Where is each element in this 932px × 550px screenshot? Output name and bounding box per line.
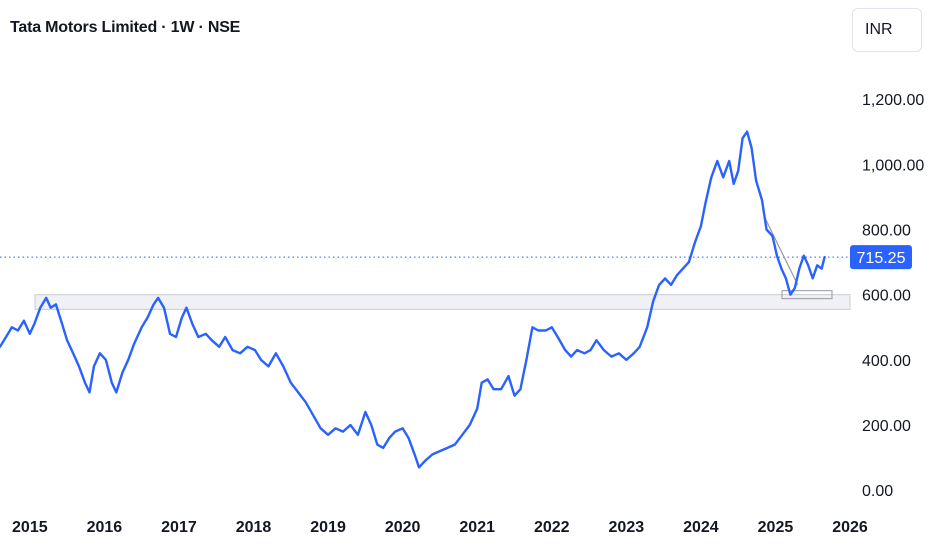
trendline-drawing <box>764 217 799 286</box>
y-tick-label: 800.00 <box>862 222 911 239</box>
x-tick-label: 2015 <box>12 519 48 536</box>
x-tick-label: 2022 <box>534 519 570 536</box>
x-tick-label: 2021 <box>459 519 495 536</box>
support-zone-layer <box>34 290 851 310</box>
y-tick-label: 1,200.00 <box>862 92 924 109</box>
currency-label: INR <box>865 21 893 38</box>
support-zone-marker <box>781 290 833 300</box>
x-tick-label: 2017 <box>161 519 197 536</box>
x-tick-label: 2024 <box>683 519 719 536</box>
x-tick-label: 2019 <box>310 519 346 536</box>
last-price-line-layer <box>0 217 850 286</box>
x-tick-label: 2025 <box>758 519 794 536</box>
currency-selector-button[interactable]: INR <box>852 8 922 52</box>
x-axis: 2015 2016 2017 2018 2019 2020 2021 2022 2023 2024… <box>12 519 868 536</box>
x-tick-label: 2026 <box>832 519 868 536</box>
y-tick-label: 400.00 <box>862 353 911 370</box>
x-tick-label: 2023 <box>609 519 645 536</box>
x-tick-label: 2018 <box>236 519 272 536</box>
series-layer <box>0 130 826 469</box>
price-series-line-0 <box>0 130 826 469</box>
last-price-label-layer: 715.25 <box>850 245 912 270</box>
y-tick-label: 600.00 <box>862 288 911 305</box>
chart-title: Tata Motors Limited · 1W · NSE <box>10 19 241 36</box>
x-tick-label: 2016 <box>87 519 123 536</box>
last-price-badge <box>850 245 912 270</box>
last-price-badge-text: 715.25 <box>857 250 906 267</box>
y-tick-label: 200.00 <box>862 418 911 435</box>
support-zone-rect <box>34 294 851 310</box>
y-tick-label: 1,000.00 <box>862 157 924 174</box>
x-tick-label: 2020 <box>385 519 421 536</box>
y-axis: 0.00 200.00 400.00 600.00 800.00 1,000.00 1,20… <box>862 92 924 500</box>
y-tick-label: 0.00 <box>862 483 893 500</box>
